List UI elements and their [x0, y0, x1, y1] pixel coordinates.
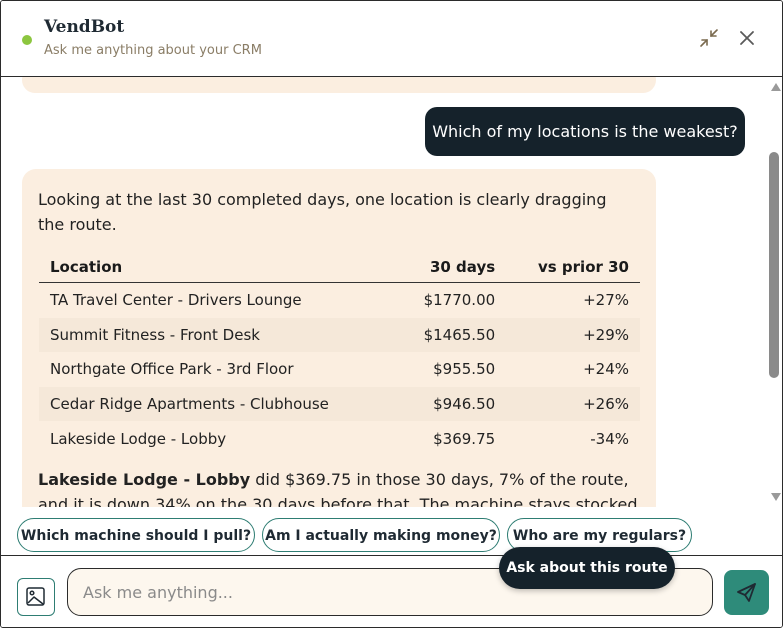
collapse-arrows-icon[interactable]	[698, 27, 720, 49]
bot-subtitle: Ask me anything about your CRM	[44, 43, 262, 58]
table-row: Cedar Ridge Apartments - Clubhouse $946.…	[39, 386, 640, 422]
table-header-row: Location 30 days vs prior 30	[39, 252, 640, 283]
suggestion-chip[interactable]: Which machine should I pull?	[17, 518, 255, 552]
suggestion-chip[interactable]: Am I actually making money?	[262, 518, 500, 552]
chat-header: VendBot Ask me anything about your CRM	[1, 1, 782, 77]
send-button[interactable]	[724, 570, 769, 615]
table-row: Lakeside Lodge - Lobby $369.75 -34%	[39, 421, 640, 456]
location-cell: Cedar Ridge Apartments - Clubhouse	[39, 386, 396, 422]
suggestion-chip[interactable]: Who are my regulars?	[507, 518, 692, 552]
revenue-cell: $946.50	[395, 386, 507, 422]
suggestion-chips: Which machine should I pull? Am I actual…	[1, 507, 782, 555]
scroll-down-arrow-icon[interactable]	[771, 493, 781, 501]
summary-text: did $369.75 in those 30 days, 7% of the …	[38, 470, 638, 507]
bot-title: VendBot	[44, 17, 125, 37]
revenue-cell: $955.50	[433, 360, 496, 379]
change-cell: +27%	[583, 291, 629, 310]
bot-summary-text: Lakeside Lodge - Lobby did $369.75 in th…	[38, 467, 638, 507]
column-header: vs prior 30	[506, 252, 640, 283]
image-icon	[26, 587, 45, 606]
scroll-up-arrow-icon[interactable]	[771, 83, 781, 91]
bot-message: Looking at the last 30 completed days, o…	[22, 169, 656, 507]
location-cell: TA Travel Center - Drivers Lounge	[50, 291, 302, 310]
location-cell: Northgate Office Park - 3rd Floor	[50, 360, 294, 379]
send-icon	[737, 583, 756, 602]
bot-intro-text: Looking at the last 30 completed days, o…	[38, 190, 607, 234]
online-status-dot	[22, 35, 32, 45]
column-header: 30 days	[395, 252, 507, 283]
table-row: Summit Fitness - Front Desk $1465.50 +29…	[39, 317, 640, 353]
location-cell: Summit Fitness - Front Desk	[39, 317, 396, 353]
revenue-cell: $369.75	[433, 429, 496, 448]
location-cell: Lakeside Lodge - Lobby	[50, 429, 227, 448]
revenue-cell: $1770.00	[423, 291, 496, 310]
route-tooltip[interactable]: Ask about this route	[499, 547, 675, 589]
change-cell: +26%	[506, 386, 640, 422]
close-icon[interactable]	[736, 27, 758, 49]
table-row: TA Travel Center - Drivers Lounge $1770.…	[39, 283, 640, 318]
image-upload-button[interactable]	[17, 578, 55, 616]
change-cell: +24%	[583, 360, 629, 379]
scrollbar-thumb[interactable]	[769, 152, 779, 378]
column-header: Location	[39, 252, 396, 283]
chat-scrollbar[interactable]	[767, 77, 782, 507]
user-message: Which of my locations is the weakest?	[425, 107, 745, 156]
locations-table: Location 30 days vs prior 30 TA Travel C…	[39, 252, 640, 456]
change-cell: -34%	[590, 429, 629, 448]
summary-location: Lakeside Lodge - Lobby	[38, 470, 251, 489]
change-cell: +29%	[506, 317, 640, 353]
previous-bot-message	[22, 77, 656, 93]
message-list[interactable]: Which of my locations is the weakest? Lo…	[1, 77, 767, 507]
revenue-cell: $1465.50	[395, 317, 507, 353]
table-row: Northgate Office Park - 3rd Floor $955.5…	[39, 352, 640, 387]
